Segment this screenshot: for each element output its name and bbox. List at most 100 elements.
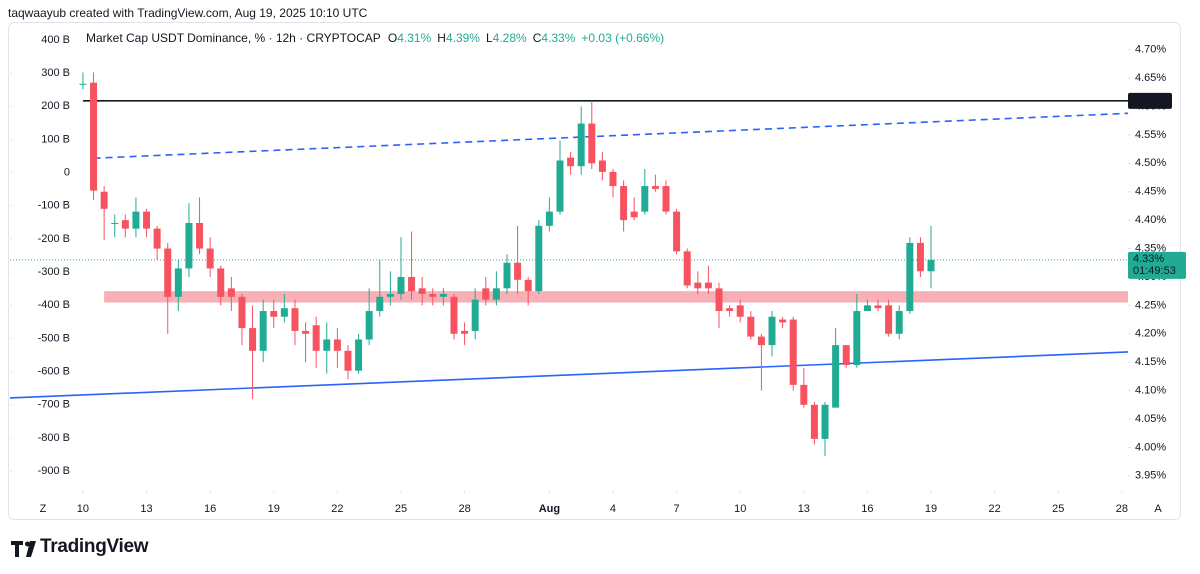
y-tick-label: 4.65% — [1135, 72, 1166, 84]
legend-value: 4.33% — [541, 31, 576, 45]
y-tick-label: 4.40% — [1135, 214, 1166, 226]
y-tick-label: 4.00% — [1135, 441, 1166, 453]
y2-tick-label: -400 B — [38, 299, 70, 311]
y-tick-label: 4.25% — [1135, 299, 1166, 311]
candle-body — [567, 157, 575, 167]
candle-body — [620, 186, 628, 221]
candle-body — [227, 288, 235, 297]
y-tick-label: 4.50% — [1135, 157, 1166, 169]
y-tick-label: 4.55% — [1135, 129, 1166, 141]
brand-name: TradingView — [40, 536, 149, 557]
candle-body — [132, 211, 140, 229]
candle-body — [683, 251, 691, 286]
x-tick-label: 13 — [140, 503, 152, 515]
candle-body — [641, 186, 649, 212]
candle-body — [630, 211, 638, 218]
candle-body — [365, 311, 373, 340]
candle-body — [461, 330, 469, 334]
candle-body — [408, 276, 416, 292]
level-badge — [1128, 92, 1172, 109]
candle-body — [312, 325, 320, 351]
candle-body — [206, 248, 214, 269]
candle-body — [143, 211, 151, 229]
candle-body — [916, 242, 924, 272]
candle-body — [885, 305, 893, 334]
y2-tick-label: -800 B — [38, 432, 70, 444]
candle-body — [259, 311, 267, 351]
y-tick-label: 4.35% — [1135, 242, 1166, 254]
brand-logo — [11, 541, 36, 557]
legend-title: Market Cap USDT Dominance, % · 12h · CRY… — [86, 31, 381, 45]
trend-solid — [9, 351, 1129, 399]
y-tick-label: 4.15% — [1135, 356, 1166, 368]
x-tick-label: 13 — [798, 503, 810, 515]
legend-key: O — [387, 31, 398, 45]
candle-body — [291, 308, 299, 331]
legend-key: L — [485, 31, 493, 45]
credit: taqwaayub created with TradingView.com, … — [8, 6, 368, 20]
candle-body — [609, 171, 617, 187]
legend-key: H — [437, 31, 446, 45]
candle-body — [863, 305, 871, 312]
candle-body — [810, 404, 818, 439]
candle-body — [853, 311, 861, 366]
candle-body — [821, 404, 829, 439]
y2-tick-label: -600 B — [38, 365, 70, 377]
control-button: A — [1154, 503, 1162, 515]
y2-tick-label: -500 B — [38, 332, 70, 344]
last-price-label: 4.33% — [1133, 253, 1164, 265]
candle-body — [800, 384, 808, 405]
candle-body — [874, 305, 882, 309]
candle-body — [344, 350, 352, 371]
candle-body — [789, 319, 797, 385]
x-tick-label: 25 — [1052, 503, 1064, 515]
candle-body — [545, 211, 553, 226]
candle-body — [524, 279, 532, 292]
candle-body — [715, 288, 723, 312]
candle-body — [450, 296, 458, 334]
y2-tick-label: 200 B — [41, 100, 70, 112]
legend-key: C — [532, 31, 542, 45]
control-button: Z — [40, 503, 47, 515]
candle-body — [598, 160, 606, 172]
countdown: 01:49:53 — [1133, 265, 1176, 277]
candle-body — [704, 282, 712, 289]
candle-body — [397, 276, 405, 294]
candle-body — [662, 186, 670, 212]
candle-body — [270, 311, 278, 317]
candle-body — [100, 191, 108, 209]
candle-body — [726, 308, 734, 312]
candle-body — [355, 339, 363, 371]
candle-body — [323, 339, 331, 351]
candle-body — [588, 123, 596, 164]
candle-body — [906, 242, 914, 312]
last-price-badge — [1128, 251, 1186, 279]
candle-body — [333, 339, 341, 351]
candle-body — [842, 345, 850, 366]
candle-body — [164, 248, 172, 297]
x-tick-label: 7 — [674, 503, 680, 515]
x-tick-label: 28 — [1116, 503, 1128, 515]
x-tick-label: 10 — [77, 503, 89, 515]
candle-body — [757, 336, 765, 346]
candle-body — [768, 316, 776, 346]
candle-body — [651, 186, 659, 189]
legend: Market Cap USDT Dominance, % · 12h · CRY… — [86, 31, 664, 45]
candle-body — [736, 305, 744, 317]
candle-body — [302, 330, 310, 334]
candle-body — [238, 296, 246, 329]
y2-tick-label: -900 B — [38, 465, 70, 477]
candle-body — [217, 268, 225, 297]
trend-dashed — [93, 112, 1129, 160]
candle-body — [832, 345, 840, 408]
x-tick-label: 25 — [395, 503, 407, 515]
candle-body — [439, 293, 447, 297]
x-tick-label: 22 — [989, 503, 1001, 515]
candle-body — [482, 288, 490, 300]
x-tick-label: 16 — [204, 503, 216, 515]
candle-body — [174, 268, 182, 297]
y-tick-label: 4.45% — [1135, 186, 1166, 198]
candle-body — [90, 82, 98, 191]
candle-body — [895, 311, 903, 334]
